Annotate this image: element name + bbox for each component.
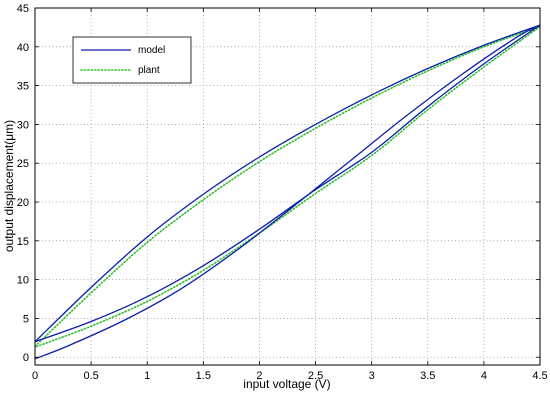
x-tick-label: 3: [369, 370, 375, 382]
tick-marks: [34, 7, 541, 365]
series-line-model-2: [35, 24, 540, 360]
y-tick-label: 10: [17, 275, 29, 287]
plot-frame: [34, 7, 541, 366]
legend-label-model: model: [138, 45, 165, 56]
x-axis-label: input voltage (V): [243, 377, 330, 391]
x-tick-label: 1.5: [196, 370, 211, 382]
x-tick-label: 0.5: [83, 370, 98, 382]
y-tick-label: 20: [17, 197, 29, 209]
y-axis-label: output displacement(μm): [2, 120, 16, 252]
y-tick-label: 15: [17, 236, 29, 248]
grid-lines: [35, 8, 540, 365]
x-tick-label: 0: [32, 370, 38, 382]
x-tick-labels: 0 0.5 1 1.5 2 2.5 3 3.5 4 4.5: [32, 370, 548, 382]
x-tick-label: 4: [481, 370, 487, 382]
x-tick-label: 4.5: [532, 370, 547, 382]
series-line-plant-0: [35, 25, 540, 348]
y-tick-label: 35: [17, 81, 29, 93]
y-tick-label: 25: [17, 158, 29, 170]
legend-label-plant: plant: [138, 65, 160, 76]
series-layer: [35, 24, 540, 360]
series-line-model-1: [35, 24, 540, 343]
series-line-plant-1: [35, 25, 540, 348]
x-tick-label: 2: [256, 370, 262, 382]
y-tick-label: 5: [23, 313, 29, 325]
x-tick-label: 2.5: [308, 370, 323, 382]
legend: model plant: [72, 36, 192, 84]
y-tick-label: 45: [17, 3, 29, 15]
x-tick-label: 3.5: [420, 370, 435, 382]
x-tick-label: 1: [144, 370, 150, 382]
y-tick-label: 40: [17, 42, 29, 54]
y-tick-label: 0: [23, 352, 29, 364]
series-line-model-0: [35, 24, 540, 343]
legend-box: [72, 36, 192, 84]
y-tick-labels: 0 5 10 15 20 25 30 35 40 45: [17, 3, 29, 364]
y-tick-label: 30: [17, 119, 29, 131]
